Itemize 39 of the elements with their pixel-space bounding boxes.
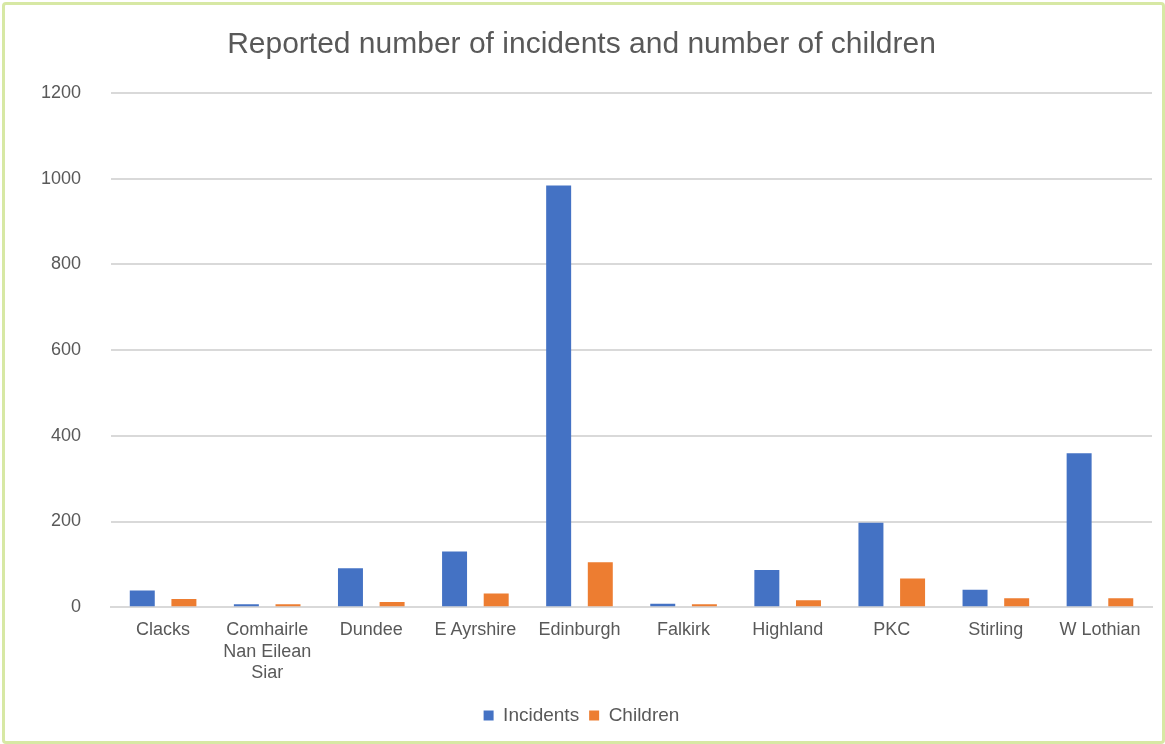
- y-tick-label: 600: [51, 339, 82, 360]
- legend-label: Children: [608, 703, 680, 725]
- y-tick-label: 0: [71, 596, 82, 617]
- y-tick-label: 1000: [41, 167, 82, 188]
- bar: [379, 602, 405, 607]
- y-tick-label: 800: [51, 253, 82, 274]
- bar: [691, 604, 717, 607]
- x-tick-label: Stirling: [968, 618, 1024, 639]
- bar: [900, 578, 926, 607]
- bar: [1066, 453, 1092, 607]
- chart-title: Reported number of incidents and number of children: [227, 26, 936, 60]
- bar: [337, 568, 363, 607]
- y-tick-label: 1200: [41, 81, 82, 102]
- y-tick-label: 400: [51, 424, 82, 445]
- x-tick-label: Dundee: [339, 618, 403, 639]
- bar: [129, 590, 155, 607]
- x-tick-label: Highland: [752, 618, 824, 639]
- bar: [171, 599, 197, 607]
- x-tick-label: Edinburgh: [538, 618, 621, 639]
- bar: [754, 569, 780, 607]
- bar: [962, 589, 988, 607]
- x-tick-label: E Ayrshire: [434, 618, 517, 639]
- bar: [483, 593, 509, 607]
- bar: [858, 522, 884, 607]
- bar: [546, 185, 572, 607]
- bar: [1004, 598, 1030, 607]
- bar: [1108, 598, 1134, 607]
- bar: [587, 562, 613, 607]
- bar: [233, 604, 259, 607]
- x-tick-label: Clacks: [136, 618, 191, 639]
- bar: [795, 600, 821, 607]
- x-tick-label: PKC: [873, 618, 911, 639]
- x-tick-label: Falkirk: [657, 618, 712, 639]
- bar: [442, 551, 468, 607]
- y-tick-label: 200: [51, 510, 82, 531]
- x-tick-label: Comhairle Nan Eilean Siar: [223, 618, 312, 683]
- legend-label: Incidents: [503, 703, 580, 725]
- bar: [275, 604, 301, 607]
- x-tick-label: W Lothian: [1059, 618, 1141, 639]
